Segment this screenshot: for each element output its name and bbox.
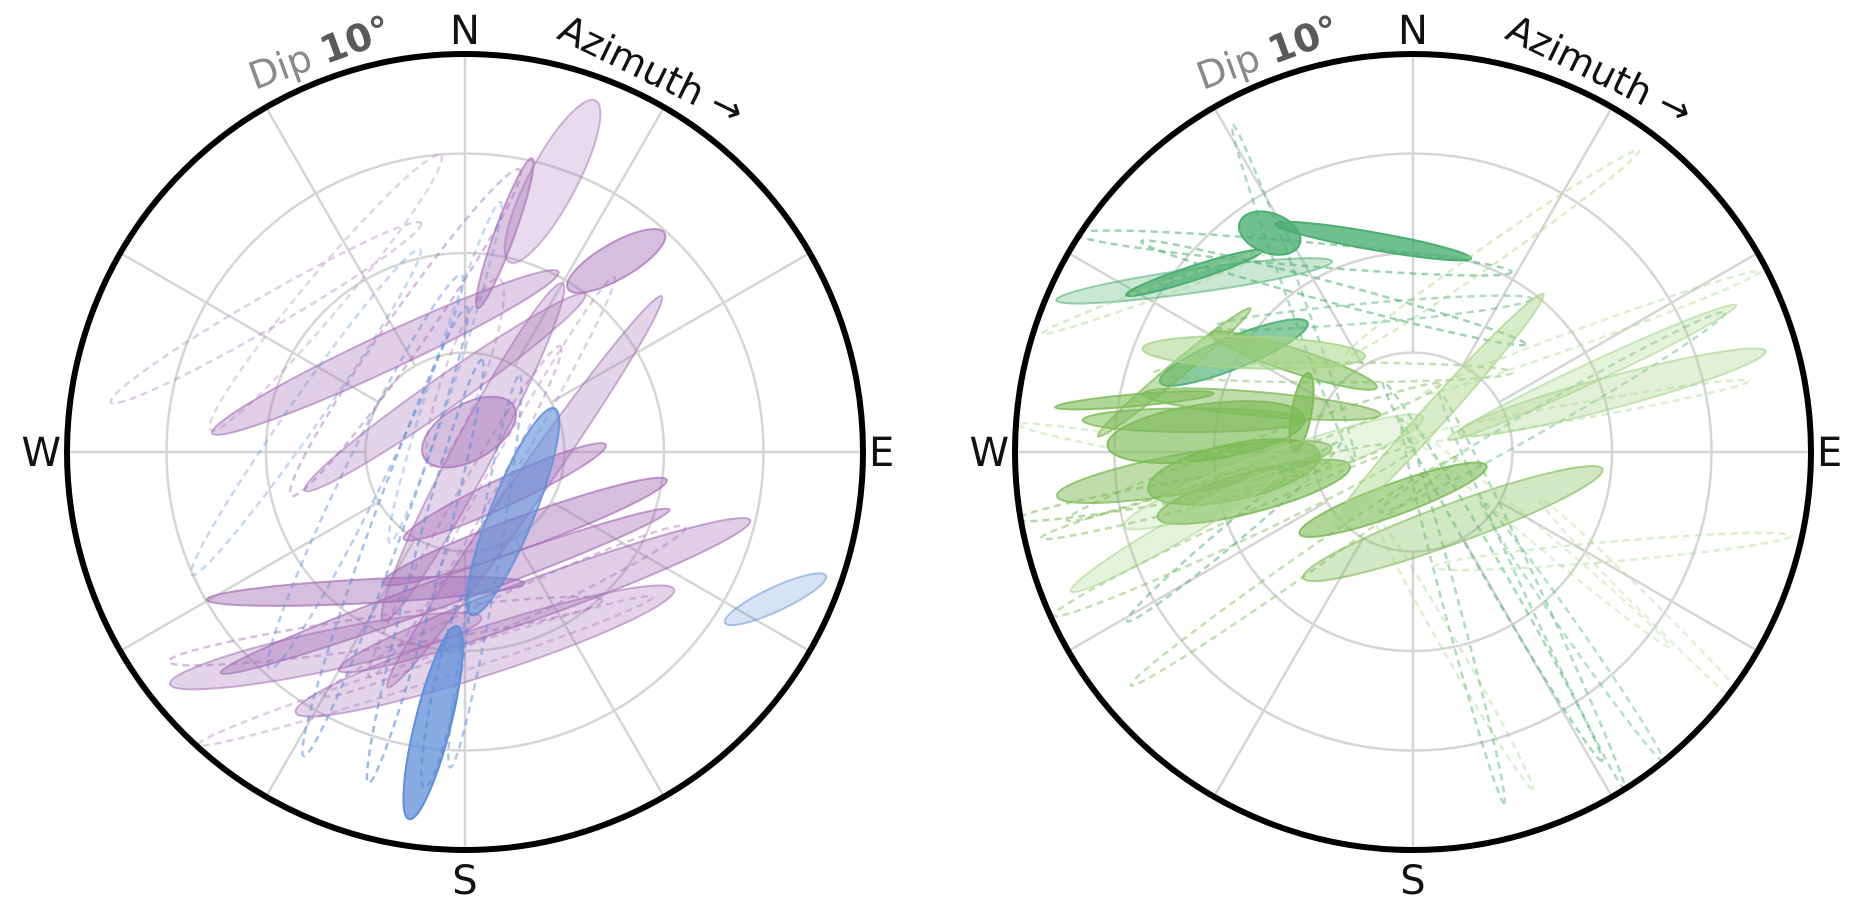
grid-spoke: [1067, 500, 1328, 653]
data-ellipse: [1393, 415, 1671, 649]
series-3: [1016, 148, 1792, 791]
data-ellipse: [1125, 440, 1343, 623]
data-ellipse: [196, 594, 654, 747]
grid-spoke: [1498, 251, 1759, 404]
azimuth-text: Azimuth: [1500, 6, 1671, 119]
data-ellipse: [205, 575, 526, 607]
data-ellipse: [365, 358, 485, 785]
data-ellipse: [1139, 239, 1527, 347]
data-ellipse: [1288, 371, 1315, 453]
data-ellipse: [1016, 461, 1333, 523]
data-ellipse: [1328, 292, 1545, 532]
grid-spoke: [1067, 251, 1328, 404]
data-ellipse: [288, 167, 522, 498]
data-ellipse: [301, 305, 470, 758]
compass-west-label: W: [21, 430, 61, 476]
data-ellipse: [1399, 417, 1507, 805]
grid-spoke: [550, 251, 811, 404]
grid-spoke: [1498, 500, 1759, 653]
data-ellipse: [219, 507, 671, 676]
data-ellipse: [1446, 303, 1738, 442]
compass-north-label: N: [450, 8, 480, 54]
data-ellipse: [266, 273, 465, 671]
dip-label: Dip 10°: [1191, 7, 1345, 99]
data-ellipse: [167, 595, 604, 667]
compass-west-label: W: [969, 430, 1009, 476]
grid-spoke: [513, 106, 666, 367]
data-ellipse: [447, 374, 523, 769]
data-ellipse: [189, 247, 422, 577]
series-2: [189, 200, 828, 821]
data-ellipse: [1432, 531, 1792, 572]
data-ellipse: [475, 157, 535, 309]
grid-spoke: [1212, 537, 1365, 798]
stereonet-boundary: [1012, 51, 1814, 853]
data-ellipse: [109, 220, 423, 405]
data-ellipse: [1052, 445, 1416, 618]
data-ellipse: [323, 524, 687, 698]
data-ellipse: [465, 407, 561, 617]
stereonet-boundary: [64, 51, 866, 853]
grid-spoke: [119, 500, 380, 653]
data-ellipse: [723, 572, 828, 627]
data-ellipse: [1069, 470, 1279, 594]
dip-label: Dip 10°: [243, 7, 397, 99]
data-ellipse: [1381, 380, 1604, 763]
compass-south-label: S: [1400, 858, 1425, 904]
data-ellipse: [1298, 461, 1488, 538]
data-ellipse: [402, 624, 464, 821]
data-ellipse: [1124, 248, 1264, 298]
data-ellipse: [1141, 335, 1367, 370]
data-layer: [109, 98, 828, 821]
data-ellipse: [387, 200, 503, 545]
data-ellipse: [1016, 422, 1333, 482]
data-layer: [1016, 123, 1792, 805]
data-ellipse: [503, 98, 602, 264]
compass-east-label: E: [1817, 430, 1842, 476]
data-ellipse: [1394, 378, 1750, 446]
data-ellipse: [1074, 229, 1513, 277]
data-ellipse: [420, 592, 471, 790]
data-ellipse: [1302, 465, 1604, 583]
data-ellipse: [294, 584, 676, 718]
data-ellipse: [367, 344, 563, 679]
compass-south-label: S: [452, 858, 477, 904]
data-ellipse: [1055, 257, 1334, 305]
data-ellipse: [566, 228, 667, 294]
dip-text: Dip: [1191, 31, 1277, 98]
grid-spoke: [1461, 106, 1614, 367]
data-ellipse: [1055, 439, 1333, 505]
data-ellipse: [208, 153, 444, 432]
dip-text: Dip: [243, 31, 329, 98]
data-ellipse: [1344, 148, 1641, 358]
grid-spoke: [513, 537, 666, 798]
data-ellipse: [1438, 391, 1627, 791]
grid-spoke: [264, 106, 417, 367]
data-ellipse: [1054, 390, 1215, 411]
compass-north-label: N: [1398, 8, 1428, 54]
data-ellipse: [168, 611, 483, 691]
data-ellipse: [211, 269, 560, 436]
data-ellipse: [303, 292, 587, 493]
series-1: [109, 98, 752, 747]
data-ellipse: [1422, 269, 1762, 396]
data-ellipse: [1129, 455, 1458, 688]
polar-grid: [1015, 54, 1811, 850]
grid-spoke: [119, 251, 380, 404]
data-ellipse: [337, 517, 752, 674]
compass-east-label: E: [869, 430, 894, 476]
azimuth-text: Azimuth: [552, 6, 723, 119]
series-2: [1016, 307, 1604, 688]
data-ellipse: [1371, 511, 1534, 791]
data-ellipse: [424, 277, 506, 468]
